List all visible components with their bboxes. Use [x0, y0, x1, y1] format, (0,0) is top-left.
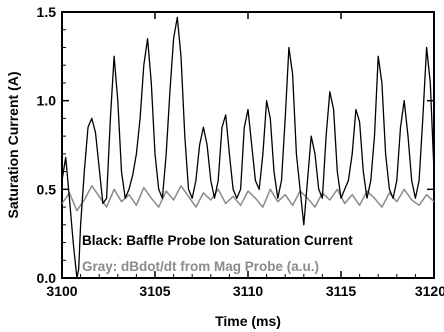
series-line-black [61, 16, 435, 279]
y-axis-label: Saturation Current (A) [5, 72, 21, 219]
x-tick-label: 3100 [46, 283, 77, 299]
x-tick-label: 3105 [139, 283, 170, 299]
plot-frame [61, 11, 435, 279]
x-tick-label: 3110 [233, 283, 264, 299]
tick-layer: 3100 3105 3110 3115 3120 0.0 0.5 1.0 1.5 [37, 4, 444, 299]
y-tick-label: 1.0 [37, 93, 57, 109]
y-tick-label: 0.5 [37, 181, 57, 197]
y-tick-label: 0.0 [37, 270, 57, 286]
x-tick-label: 3120 [415, 283, 444, 299]
legend-black-text: Black: Baffle Probe Ion Saturation Curre… [82, 233, 353, 248]
y-tick-label: 1.5 [37, 4, 57, 20]
series-line-gray [61, 185, 435, 212]
legend-gray-text: Gray: dBdot/dt from Mag Probe (a.u.) [82, 259, 319, 274]
series-layer [61, 16, 435, 279]
x-axis-label: Time (ms) [215, 313, 281, 329]
x-tick-label: 3115 [326, 283, 357, 299]
